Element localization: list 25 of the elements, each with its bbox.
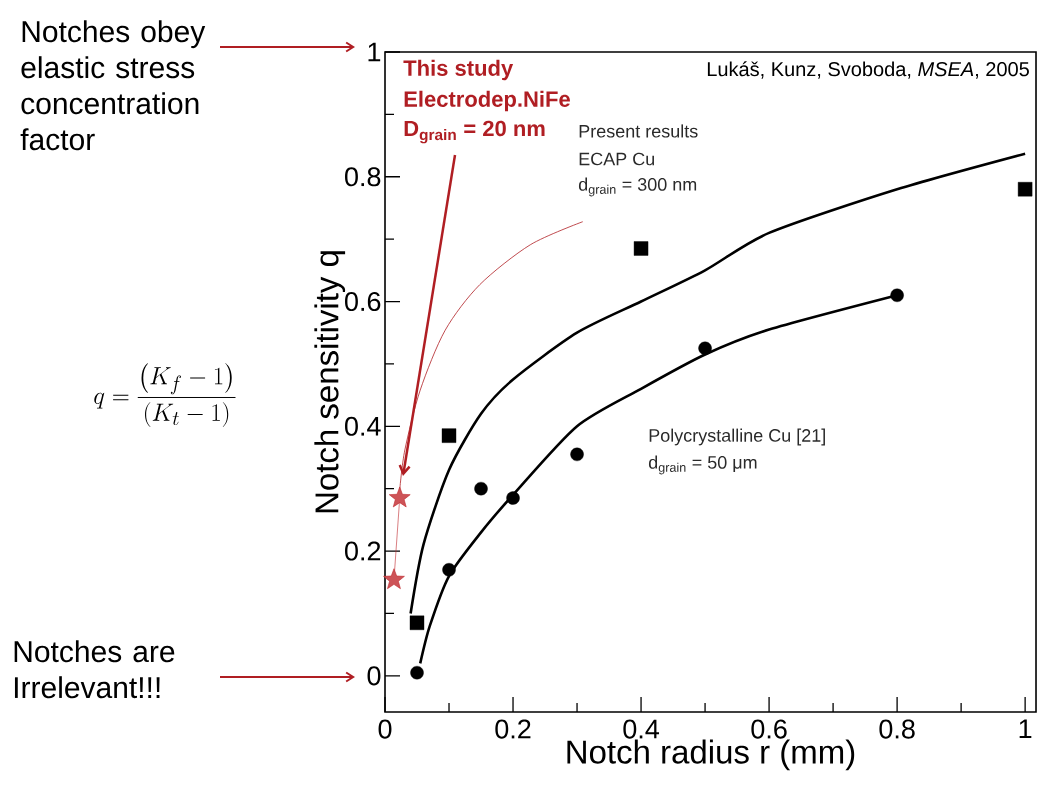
x-tick-label: 0.2 <box>495 719 531 739</box>
y-tick-label: 0.4 <box>345 416 381 436</box>
y-tick-label: 0.2 <box>345 541 381 561</box>
x-tick-label: 0.6 <box>751 719 787 739</box>
annotation: Electrodep.NiFe <box>404 90 570 112</box>
y-tick-label: 0.8 <box>345 167 381 187</box>
x-tick-label: 1 <box>1019 719 1032 739</box>
y-tick-label: 1 <box>368 42 381 62</box>
y-tick-label: 0 <box>367 666 381 686</box>
x-axis-title: Notch radius r (mm) <box>567 739 855 771</box>
annotation: Polycrystalline Cu [21] <box>649 428 825 446</box>
annotation: ECAP Cu <box>579 152 655 166</box>
text: Notches are Irrelevant!!! <box>14 640 175 699</box>
y-tick-label: 0.6 <box>345 291 381 312</box>
annotation: D$_{grain}$ = 20 nm <box>404 120 545 144</box>
x-tick-label: 0.4 <box>623 719 660 739</box>
annotation: This study <box>403 59 514 81</box>
text: $q=\frac{\left(K_f-1\right)}{\left(K_t-1\right)}$ <box>94 363 236 427</box>
annotation: d$_{grain}$ = 300 nm <box>578 177 697 197</box>
annotation: Present results <box>579 124 698 138</box>
text: Notches obey elastic stress concentration factor <box>20 20 206 151</box>
y-axis-title: Notch sensitivity q <box>314 251 346 513</box>
x-tick-label: 0.8 <box>879 719 915 739</box>
annotation: d$_{grain}$ = 50 μm <box>648 455 757 475</box>
annotation: Lukáš, Kunz, Svoboda, MSEA, 2005 <box>707 61 1029 79</box>
